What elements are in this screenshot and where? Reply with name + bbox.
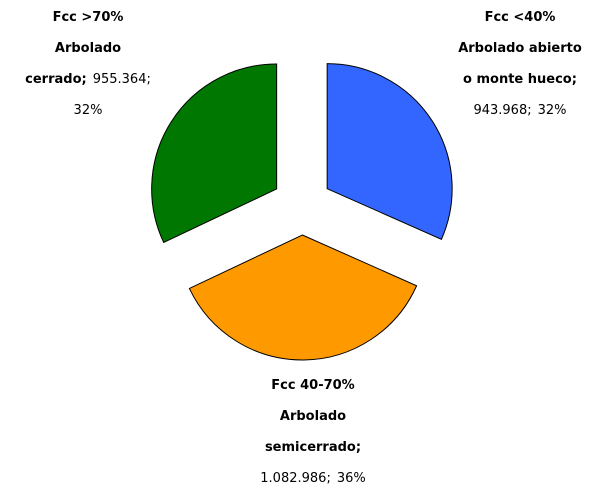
category-line: Arbolado: [54, 41, 122, 56]
category-line: Fcc 40-70%: [271, 378, 355, 393]
value-group: 955.364;: [93, 64, 151, 95]
slice-label: Fcc >70% Arbolado cerrado; 955.364; 32%: [18, 2, 158, 126]
separator: ;: [146, 72, 151, 87]
category-line: Fcc <40%: [484, 10, 556, 25]
category-line: Arbolado: [279, 409, 347, 424]
category-line: Arbolado abierto: [458, 41, 582, 56]
category-line: Fcc >70%: [52, 10, 124, 25]
label-tail: semicerrado; 1.082.986; 36%: [238, 432, 388, 494]
pie-slice: [326, 63, 453, 241]
percent-label: 32%: [73, 103, 103, 118]
label-tail: cerrado; 955.364; 32%: [18, 64, 158, 126]
value-label: 943.968: [473, 103, 528, 118]
slice-label: Fcc 40-70% Arbolado semicerrado; 1.082.986;…: [238, 370, 388, 494]
label-tail: o monte hueco; 943.968; 32%: [440, 64, 600, 126]
category-line: cerrado;: [25, 72, 87, 87]
pie-slice: [151, 63, 278, 244]
pie-slice: [188, 234, 418, 361]
value-group: 943.968;: [473, 95, 531, 126]
category-line: o monte hueco;: [463, 72, 577, 87]
slice-label: Fcc <40% Arbolado abierto o monte hueco; 94…: [440, 2, 600, 126]
separator: ;: [326, 471, 331, 486]
value-label: 955.364: [92, 72, 147, 87]
percent-label: 36%: [336, 471, 366, 486]
value-group: 1.082.986;: [260, 463, 331, 494]
percent-label: 32%: [537, 103, 567, 118]
separator: ;: [527, 103, 532, 118]
value-label: 1.082.986: [260, 471, 327, 486]
category-line: semicerrado;: [264, 440, 362, 455]
